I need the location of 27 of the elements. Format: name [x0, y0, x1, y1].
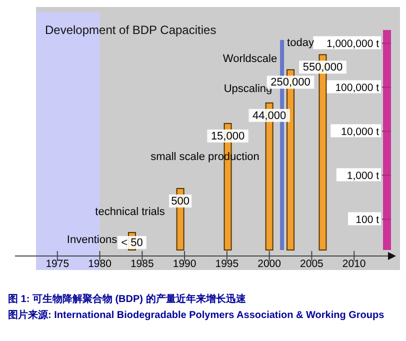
annotation: Upscaling	[224, 83, 272, 95]
x-tick-label: 1985	[130, 258, 154, 270]
x-tick-label: 1990	[172, 258, 196, 270]
y-tick-label: 100 t	[356, 214, 380, 226]
x-tick-label: 1975	[46, 258, 70, 270]
annotation: technical trials	[95, 206, 166, 218]
x-tick-label: 2005	[300, 258, 324, 270]
data-label: 500	[171, 195, 190, 208]
data-label: < 50	[121, 237, 143, 249]
x-tick-label: 1980	[88, 258, 112, 270]
annotation: Inventions	[66, 234, 118, 246]
data-label: 15,000	[210, 130, 245, 142]
y-tick-label: 1,000,000 t	[326, 38, 380, 50]
ref-line-label: today	[287, 37, 314, 49]
data-label: 44,000	[252, 110, 286, 122]
annotation: Worldscale	[222, 53, 278, 65]
x-tick-label: 1995	[215, 258, 239, 270]
chart-title: Development of BDP Capacities	[45, 23, 216, 37]
y-tick-label: 1,000 t	[346, 170, 380, 182]
data-label: 250,000	[270, 76, 310, 89]
text: 图 1: 可生物降解聚合物 (BDP) 的产量近年来增长迅速	[8, 293, 247, 305]
y-tick-label: 10,000 t	[341, 126, 380, 138]
text: 图片来源: International Biodegradable Polymers Association & Working Groups	[8, 309, 385, 321]
x-tick-label: 2000	[258, 258, 282, 270]
y-tick-label: 100,000 t	[335, 82, 380, 94]
x-tick-label: 2010	[342, 258, 366, 270]
data-label: 550,000	[302, 62, 343, 74]
